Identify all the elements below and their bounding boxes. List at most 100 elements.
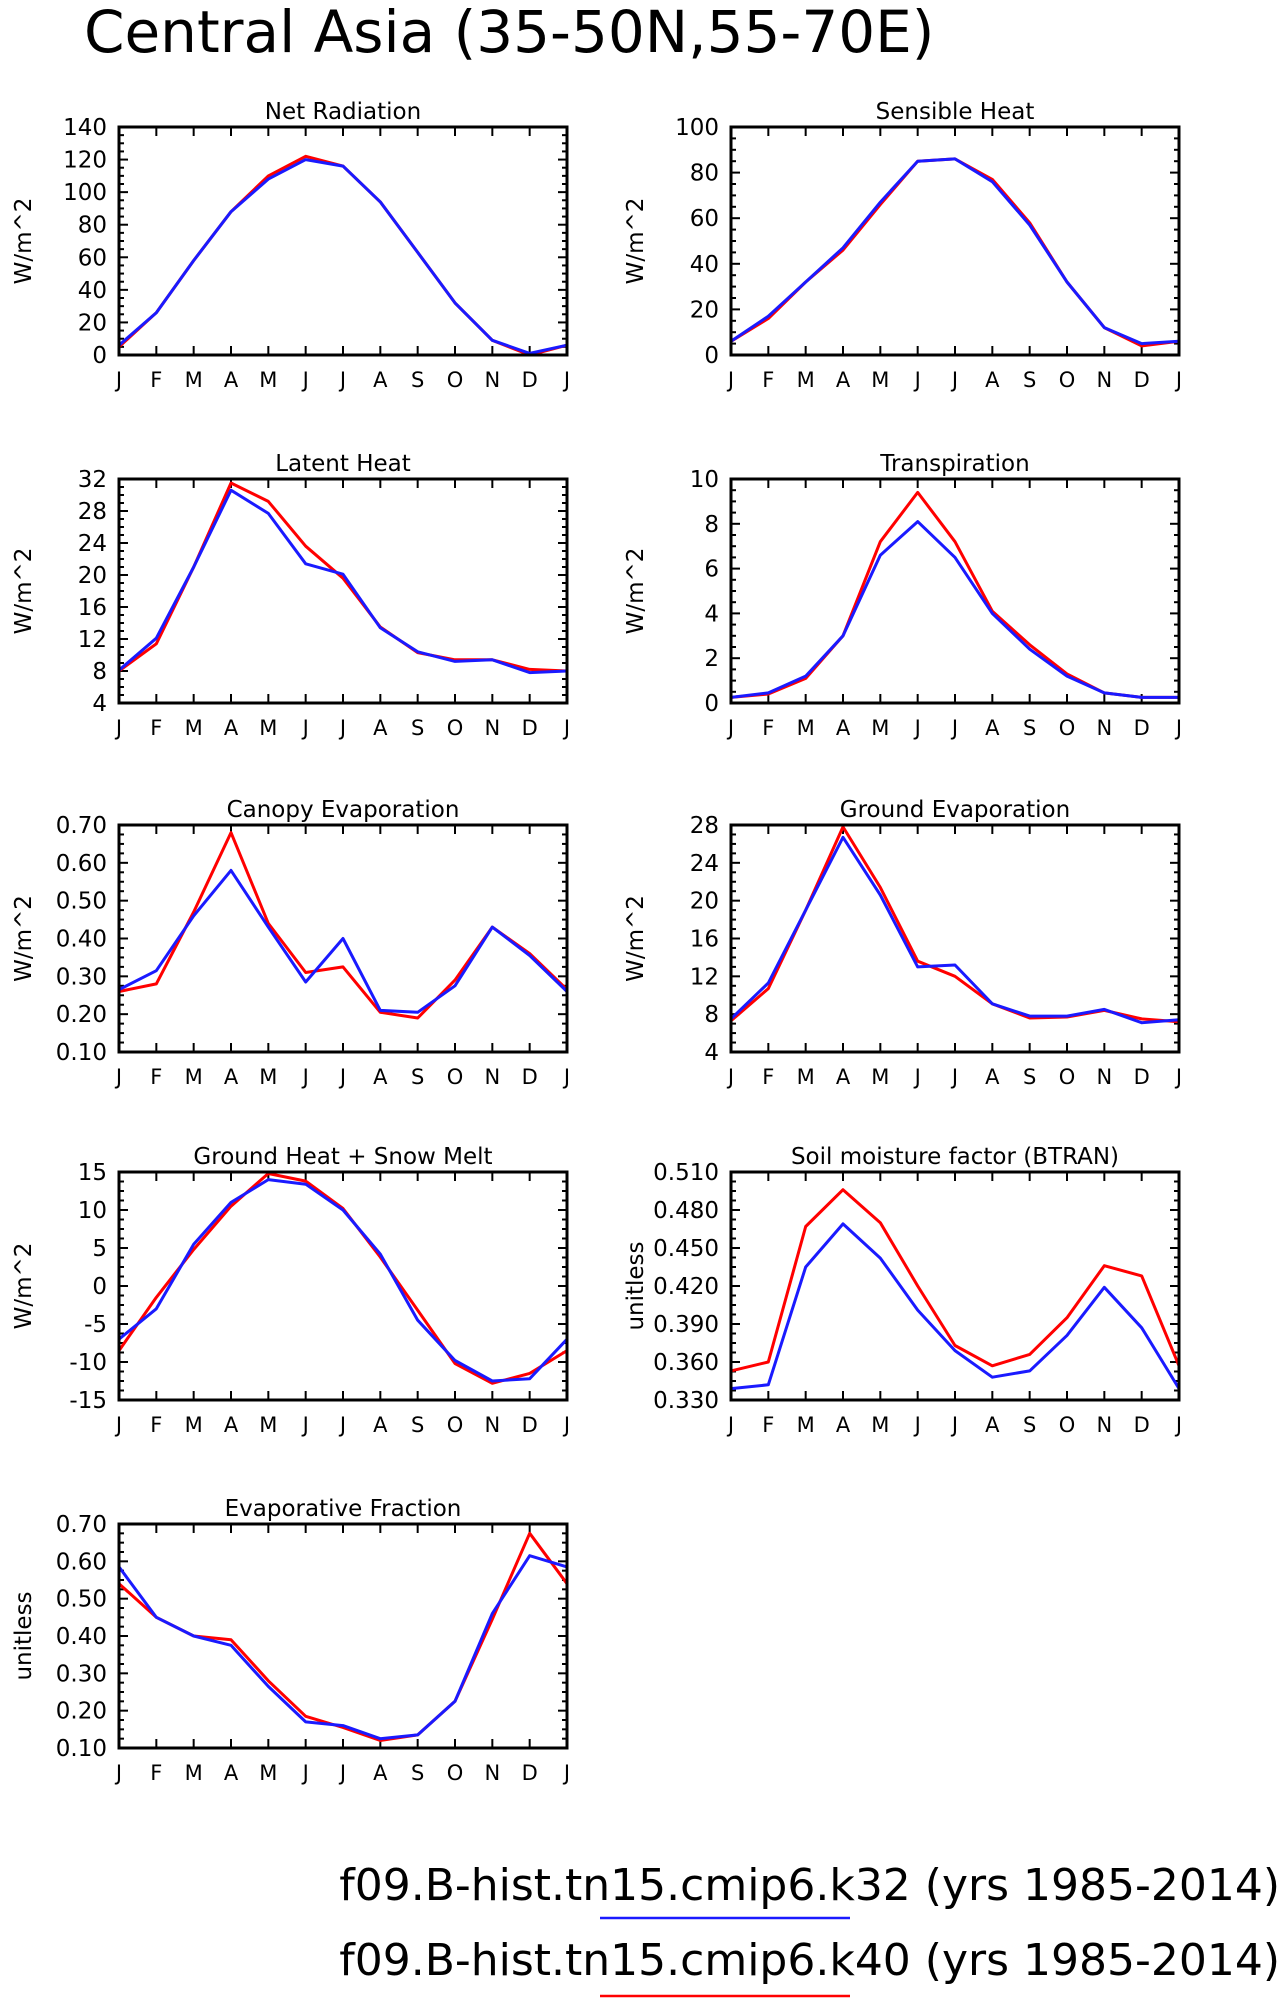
y-tick-label: 0.50 xyxy=(56,1587,107,1613)
chart-title: Canopy Evaporation xyxy=(227,797,460,823)
y-tick-label: 60 xyxy=(78,245,107,271)
x-tick-label: F xyxy=(762,368,774,392)
x-tick-label: D xyxy=(522,1065,538,1089)
x-tick-label: D xyxy=(1134,368,1150,392)
series-line-blue xyxy=(729,835,1180,1025)
y-tick-label: 8 xyxy=(704,512,719,538)
y-tick-label: 0 xyxy=(92,343,107,369)
x-tick-label: A xyxy=(224,368,239,392)
x-tick-label: O xyxy=(447,1065,464,1089)
x-tick-label: M xyxy=(797,1413,815,1437)
x-tick-label: J xyxy=(114,1065,122,1089)
x-tick-label: J xyxy=(301,716,309,740)
y-axis-label: W/m^2 xyxy=(623,198,649,285)
y-tick-label: 0.420 xyxy=(653,1274,719,1300)
chart-canopy-evaporation: Canopy Evaporation W/m^2 0.10 0.20 0.30 0.40 0… xyxy=(11,797,570,1089)
x-tick-label: J xyxy=(1174,368,1182,392)
y-tick-label: 5 xyxy=(92,1236,107,1262)
y-axis-label: W/m^2 xyxy=(11,198,37,285)
x-tick-label: F xyxy=(762,1065,774,1089)
y-tick-label: 0.10 xyxy=(56,1736,107,1762)
y-tick-label: 0.390 xyxy=(653,1312,719,1338)
y-tick-label: 0.30 xyxy=(56,964,107,990)
y-tick-label: -15 xyxy=(69,1388,107,1414)
chart-title: Ground Heat + Snow Melt xyxy=(193,1144,492,1170)
series-line-red xyxy=(118,481,568,673)
x-tick-label: J xyxy=(950,1413,958,1437)
series-line-blue xyxy=(118,158,568,355)
x-tick-label: A xyxy=(373,1065,388,1089)
x-tick-label: O xyxy=(1059,1065,1076,1089)
y-tick-label: 4 xyxy=(92,691,107,717)
series-line-red xyxy=(730,157,1180,348)
y-axis-label: unitless xyxy=(623,1241,649,1330)
y-tick-label: 140 xyxy=(63,115,107,141)
y-tick-label: 28 xyxy=(78,499,107,525)
x-tick-label: D xyxy=(1134,1065,1150,1089)
x-tick-label: N xyxy=(484,1761,500,1785)
x-tick-label: J xyxy=(950,1065,958,1089)
x-tick-label: J xyxy=(726,1413,734,1437)
x-tick-label: J xyxy=(726,716,734,740)
x-tick-label: F xyxy=(150,368,162,392)
x-tick-label: J xyxy=(114,716,122,740)
series-line-blue xyxy=(730,1222,1181,1391)
y-tick-label: 100 xyxy=(63,180,107,206)
series-line-blue xyxy=(118,1178,569,1383)
x-tick-label: J xyxy=(301,1065,309,1089)
y-tick-label: -5 xyxy=(84,1312,107,1338)
legend: f09.B-hist.tn15.cmip6.k32 (yrs 1985-2014… xyxy=(339,1860,1280,1998)
plot-frame xyxy=(117,1522,569,1750)
y-tick-label: 0.70 xyxy=(56,813,107,839)
x-tick-label: J xyxy=(114,368,122,392)
plot-frame xyxy=(117,1170,569,1402)
y-tick-label: 0.20 xyxy=(56,1699,107,1725)
plot-frame xyxy=(729,1170,1181,1402)
x-tick-label: A xyxy=(985,716,1000,740)
y-tick-label: 0.510 xyxy=(653,1160,719,1186)
series-line-red xyxy=(730,490,1179,699)
chart-title: Transpiration xyxy=(879,451,1029,477)
legend-entry-k32: f09.B-hist.tn15.cmip6.k32 (yrs 1985-2014… xyxy=(339,1860,1280,1911)
series-line-blue xyxy=(118,488,568,675)
x-tick-label: M xyxy=(797,368,815,392)
y-axis-label: unitless xyxy=(11,1591,37,1680)
y-tick-label: 0.10 xyxy=(56,1040,107,1066)
x-tick-label: A xyxy=(224,716,239,740)
x-tick-label: A xyxy=(373,716,388,740)
y-tick-label: 20 xyxy=(78,563,107,589)
y-tick-label: 80 xyxy=(690,161,719,187)
x-tick-label: O xyxy=(1059,716,1076,740)
x-tick-label: F xyxy=(762,1413,774,1437)
series-line-blue xyxy=(118,868,569,1014)
chart-title: Soil moisture factor (BTRAN) xyxy=(791,1144,1119,1170)
x-tick-label: S xyxy=(1023,1413,1036,1437)
y-tick-label: 4 xyxy=(704,1040,719,1066)
x-tick-label: J xyxy=(726,368,734,392)
x-tick-label: J xyxy=(913,368,921,392)
series-line-red xyxy=(117,1531,569,1742)
x-tick-label: J xyxy=(114,1413,122,1437)
y-tick-label: 120 xyxy=(63,148,107,174)
x-tick-label: M xyxy=(871,1065,889,1089)
x-tick-label: N xyxy=(484,1413,500,1437)
y-tick-label: 20 xyxy=(690,889,719,915)
y-tick-label: 20 xyxy=(78,310,107,336)
x-tick-label: A xyxy=(224,1413,239,1437)
y-axis-label: W/m^2 xyxy=(11,895,37,982)
plot-frame xyxy=(117,823,569,1054)
x-tick-label: J xyxy=(1174,1413,1182,1437)
x-tick-label: A xyxy=(373,1413,388,1437)
x-tick-label: F xyxy=(150,1413,162,1437)
x-tick-label: N xyxy=(1096,1065,1112,1089)
chart-title: Net Radiation xyxy=(265,99,421,125)
y-tick-label: 8 xyxy=(92,659,107,685)
x-tick-label: S xyxy=(1023,368,1036,392)
x-tick-label: M xyxy=(797,1065,815,1089)
y-axis-label: W/m^2 xyxy=(623,895,649,982)
legend-entry-k40: f09.B-hist.tn15.cmip6.k40 (yrs 1985-2014… xyxy=(339,1935,1280,1986)
x-tick-label: O xyxy=(1059,368,1076,392)
